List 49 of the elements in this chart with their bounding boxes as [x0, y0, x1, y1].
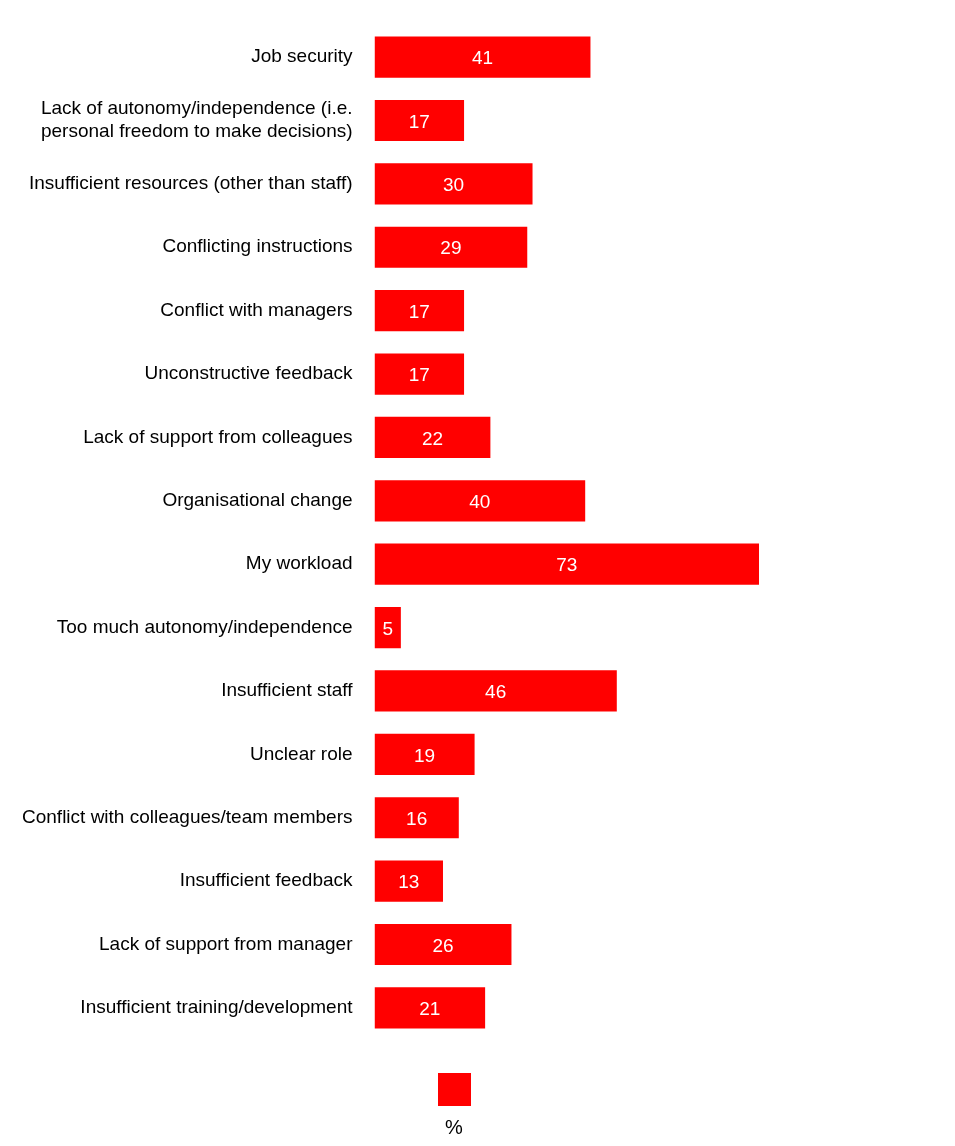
bar	[374, 99, 465, 142]
bar	[374, 416, 491, 459]
data-label: 41	[471, 47, 494, 69]
y-tick-label: Unconstructive feedback	[144, 362, 354, 384]
data-label: 5	[382, 617, 393, 639]
bar	[374, 670, 617, 712]
bar	[374, 733, 475, 775]
bar	[374, 543, 759, 585]
bar	[374, 353, 465, 395]
data-label: 26	[432, 934, 454, 956]
y-tick-label: Organisational change	[162, 489, 353, 511]
legend-label: %	[445, 1116, 463, 1139]
bar	[374, 987, 486, 1029]
y-tick-label: Lack of autonomy/independence (i.e. personal freedom to make decisions)	[40, 97, 353, 142]
data-label: 29	[440, 237, 462, 259]
y-tick-label: Insufficient training/development	[80, 996, 354, 1018]
data-label: 21	[419, 998, 441, 1020]
y-tick-label: Insufficient resources (other than staff)	[28, 172, 353, 194]
y-tick-label: Insufficient staff	[221, 679, 354, 701]
y-tick-label: Job security	[251, 45, 354, 67]
y-tick-label: Too much autonomy/independence	[56, 615, 353, 637]
y-tick-label: My workload	[245, 552, 353, 574]
bar	[374, 923, 512, 966]
data-label: 17	[408, 300, 430, 322]
y-tick-label: Conflict with managers	[160, 298, 353, 320]
data-label: 13	[398, 871, 420, 893]
bar	[374, 290, 465, 332]
bar	[374, 36, 591, 78]
bar	[374, 797, 459, 839]
bar	[374, 480, 586, 522]
data-label: 22	[421, 427, 444, 449]
data-label: 30	[442, 174, 465, 196]
bar	[374, 163, 533, 205]
bar	[374, 606, 401, 649]
y-tick-label: Conflict with colleagues/team members	[21, 805, 353, 827]
data-label: 46	[485, 681, 507, 703]
y-tick-label: Lack of support from colleagues	[83, 425, 353, 447]
y-tick-label: Lack of support from manager	[99, 932, 354, 954]
data-label: 19	[413, 744, 436, 766]
data-label: 17	[408, 110, 430, 132]
y-tick-label: Unclear role	[250, 742, 353, 764]
y-tick-label: Insufficient feedback	[179, 869, 354, 891]
data-label: 73	[556, 554, 578, 576]
data-label: 16	[406, 807, 428, 829]
y-tick-label: Conflicting instructions	[162, 235, 353, 257]
data-label: 17	[408, 364, 430, 386]
bar	[374, 860, 443, 902]
data-label: 40	[469, 491, 491, 513]
bar	[374, 226, 528, 268]
